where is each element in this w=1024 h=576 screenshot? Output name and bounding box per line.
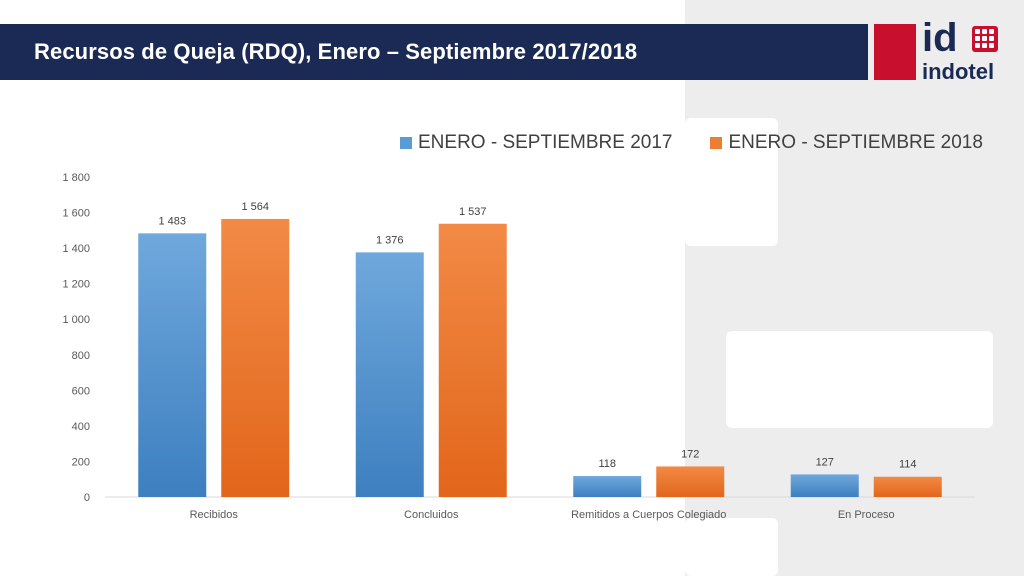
bar-2018 <box>438 223 507 497</box>
x-tick-label: En Proceso <box>838 509 895 521</box>
legend-swatch-2018 <box>710 137 723 149</box>
bar-2017 <box>355 252 424 497</box>
legend-label-2018: ENERO - SEPTIEMBRE 2018 <box>728 132 983 153</box>
y-tick-label: 1 200 <box>62 279 90 291</box>
data-label: 1 376 <box>376 234 404 246</box>
chart-legend: ENERO - SEPTIEMBRE 2017 ENERO - SEPTIEMB… <box>400 132 1021 154</box>
data-label: 127 <box>816 456 834 468</box>
bar-2017 <box>138 233 207 497</box>
data-label: 1 564 <box>241 201 269 213</box>
bar-2018 <box>656 466 725 497</box>
y-tick-label: 200 <box>72 456 90 468</box>
logo-name: indotel <box>922 59 995 84</box>
legend-item-2018: ENERO - SEPTIEMBRE 2018 <box>710 132 983 154</box>
data-label: 114 <box>899 459 917 471</box>
header-band: Recursos de Queja (RDQ), Enero – Septiem… <box>0 24 868 80</box>
accent-square <box>874 24 916 80</box>
bar-2017 <box>790 474 859 497</box>
y-tick-label: 1 600 <box>62 208 90 220</box>
background-card-2 <box>726 331 993 428</box>
bar-2017 <box>573 476 642 497</box>
data-label: 118 <box>598 458 616 470</box>
page-title: Recursos de Queja (RDQ), Enero – Septiem… <box>34 39 638 64</box>
y-tick-label: 600 <box>72 385 90 397</box>
y-tick-label: 1 400 <box>62 243 90 255</box>
x-tick-label: Concluidos <box>404 509 459 521</box>
legend-swatch-2017 <box>400 137 412 149</box>
x-tick-label: Recibidos <box>190 509 239 521</box>
y-tick-label: 800 <box>72 350 90 362</box>
data-label: 172 <box>681 448 699 460</box>
bar-2018 <box>873 476 942 497</box>
x-tick-label: Remitidos a Cuerpos Colegiado <box>571 509 726 521</box>
y-tick-label: 1 000 <box>62 314 90 326</box>
bar-2018 <box>221 218 290 497</box>
data-label: 1 483 <box>158 215 186 227</box>
y-tick-label: 400 <box>72 421 90 433</box>
legend-label-2017: ENERO - SEPTIEMBRE 2017 <box>418 132 673 153</box>
y-tick-label: 1 800 <box>62 172 90 184</box>
logo-mark: id <box>922 16 958 60</box>
background-card-1 <box>685 118 778 246</box>
indotel-logo: id indotel <box>920 16 1004 86</box>
background-card-3 <box>685 518 778 576</box>
y-tick-label: 0 <box>84 492 90 504</box>
logo-keypad-icon <box>972 26 998 52</box>
data-label: 1 537 <box>459 206 487 218</box>
legend-item-2017: ENERO - SEPTIEMBRE 2017 <box>400 132 672 154</box>
